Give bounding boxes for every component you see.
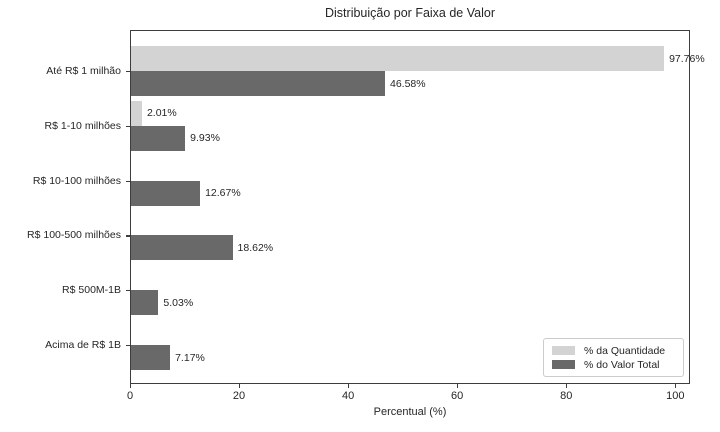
legend-label-quantidade: % da Quantidade [584,344,666,357]
legend-swatch-valor-total [552,360,575,369]
bar-value-label: 7.17% [175,351,205,364]
x-tick-mark [239,384,241,388]
y-tick-label: R$ 500M-1B [62,284,121,297]
chart-title: Distribuição por Faixa de Valor [325,6,495,20]
y-tick-mark [126,345,130,347]
x-tick-label: 20 [232,390,246,402]
y-tick-label: R$ 1-10 milhões [44,119,121,132]
x-axis-label: Percentual (%) [373,406,447,418]
bar-quantidade [131,100,142,126]
x-tick-label: 40 [341,390,355,402]
bar-value-label: 12.67% [205,187,241,200]
x-tick-label: 80 [560,390,573,402]
bar-quantidade [131,46,665,71]
x-tick-mark [566,384,568,388]
x-tick-mark [457,384,459,388]
x-tick-mark [130,384,132,388]
bar-value-label: 46.58% [389,77,426,90]
y-tick-mark [126,290,130,292]
bar-valor-total [131,345,171,370]
bar-valor-total [131,235,233,261]
y-tick-mark [126,71,130,73]
y-tick-label: R$ 100-500 milhões [27,229,121,242]
bar-value-label: 2.01% [146,107,177,120]
x-tick-label: 100 [666,390,685,402]
bar-value-label: 97.76% [669,52,705,65]
y-tick-mark [126,180,130,182]
bar-valor-total [131,125,186,151]
legend-entry-quantidade: % da Quantidade [552,344,675,357]
x-tick-label: 60 [451,390,464,402]
legend: % da Quantidade % do Valor Total [543,338,684,377]
bar-value-label: 5.03% [163,296,194,309]
x-tick-mark [348,384,350,388]
bar-valor-total [131,290,159,316]
bar-value-label: 9.93% [190,132,220,145]
y-tick-label: R$ 10-100 milhões [32,174,121,187]
bar-value-label: 18.62% [237,241,274,254]
y-tick-label: Até R$ 1 milhão [46,65,121,77]
legend-swatch-quantidade [552,346,575,355]
bar-valor-total [131,180,201,206]
x-tick-mark [675,384,677,388]
bar-valor-total [131,71,385,96]
y-tick-label: Acima de R$ 1B [45,339,121,351]
legend-label-valor-total: % do Valor Total [584,358,660,371]
x-tick-label: 0 [126,390,134,402]
legend-entry-valor-total: % do Valor Total [552,358,675,371]
y-tick-mark [126,235,130,237]
y-tick-mark [126,125,130,127]
